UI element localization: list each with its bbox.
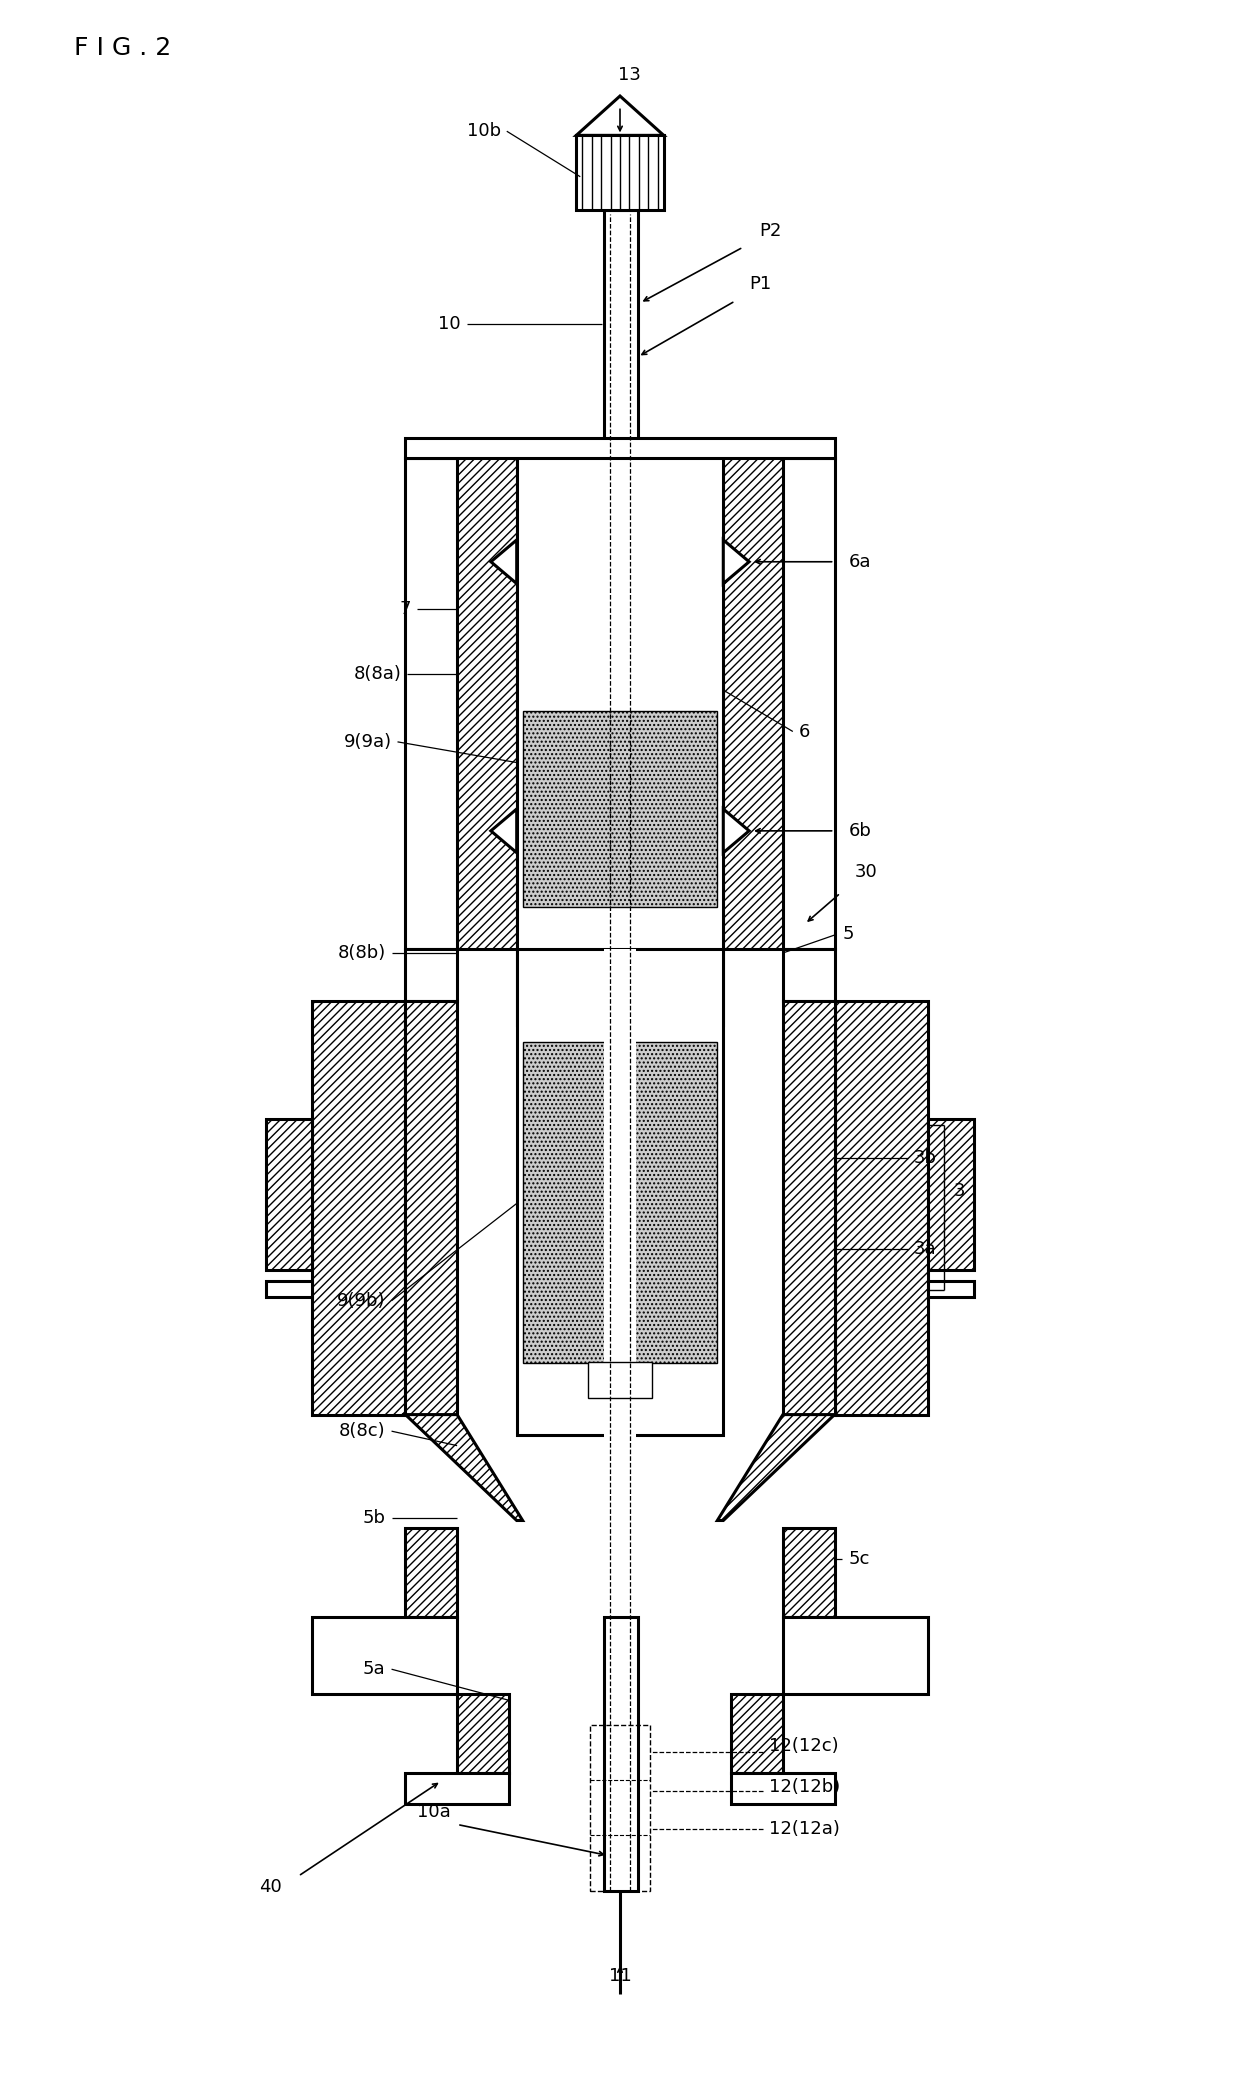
Bar <box>604 1440 636 1528</box>
Text: 5c: 5c <box>848 1550 869 1569</box>
Text: 10b: 10b <box>466 123 501 140</box>
Polygon shape <box>723 809 749 852</box>
Text: 9(9b): 9(9b) <box>337 1292 386 1309</box>
Text: 6: 6 <box>799 723 810 740</box>
Bar <box>405 458 458 948</box>
Text: 3a: 3a <box>914 1240 936 1259</box>
Bar <box>267 1282 312 1296</box>
Text: 11: 11 <box>609 1967 631 1984</box>
Bar <box>458 1694 508 1773</box>
Text: 8(8c): 8(8c) <box>339 1421 386 1440</box>
Text: F I G . 2: F I G . 2 <box>73 35 171 60</box>
Text: 7: 7 <box>401 600 412 619</box>
Bar <box>267 1119 312 1269</box>
Bar <box>604 210 637 448</box>
Bar <box>405 948 458 1000</box>
Text: 10: 10 <box>439 315 461 333</box>
Polygon shape <box>491 809 517 852</box>
Polygon shape <box>491 540 517 584</box>
Bar <box>928 1119 973 1269</box>
Bar <box>405 1000 458 1415</box>
Text: 5b: 5b <box>362 1509 386 1528</box>
Text: 6a: 6a <box>848 552 870 571</box>
Bar <box>453 448 517 948</box>
Bar <box>782 948 835 1000</box>
Bar <box>835 1000 928 1415</box>
Bar <box>782 1528 835 1617</box>
Text: 5a: 5a <box>363 1661 386 1678</box>
Text: 9(9a): 9(9a) <box>343 734 392 750</box>
Bar <box>312 1617 458 1694</box>
Text: 8(8a): 8(8a) <box>353 665 402 684</box>
Text: 10a: 10a <box>418 1803 451 1821</box>
Text: 5: 5 <box>842 925 854 944</box>
Text: 8(8b): 8(8b) <box>337 944 386 963</box>
Bar <box>312 1000 405 1415</box>
Bar <box>723 448 787 948</box>
Text: 12(12b): 12(12b) <box>769 1778 841 1796</box>
Bar <box>732 1694 782 1773</box>
Bar <box>405 438 835 458</box>
Bar <box>522 1042 718 1363</box>
Text: 13: 13 <box>619 67 641 83</box>
Polygon shape <box>405 1415 522 1521</box>
Text: 12(12a): 12(12a) <box>769 1819 839 1838</box>
Text: P2: P2 <box>759 221 781 240</box>
Polygon shape <box>577 96 663 135</box>
Bar <box>517 448 723 1025</box>
Polygon shape <box>723 540 749 584</box>
Bar <box>604 948 636 1440</box>
Text: 3: 3 <box>954 1182 965 1200</box>
Bar <box>522 711 718 907</box>
Text: P1: P1 <box>749 275 771 294</box>
Text: 40: 40 <box>259 1878 283 1896</box>
Bar <box>782 1000 835 1415</box>
Polygon shape <box>718 1415 835 1521</box>
Bar <box>577 135 663 210</box>
Bar <box>604 1617 637 1890</box>
Text: 30: 30 <box>854 863 877 882</box>
Bar <box>732 1773 835 1805</box>
Bar <box>517 948 723 1436</box>
Bar <box>928 1282 973 1296</box>
Text: 6b: 6b <box>848 821 872 840</box>
Bar <box>782 458 835 948</box>
Text: 12(12c): 12(12c) <box>769 1736 838 1755</box>
Text: 3b: 3b <box>914 1148 937 1167</box>
Bar <box>405 1528 458 1617</box>
Bar <box>588 1363 652 1398</box>
Bar <box>782 1617 928 1694</box>
Bar <box>405 1773 508 1805</box>
